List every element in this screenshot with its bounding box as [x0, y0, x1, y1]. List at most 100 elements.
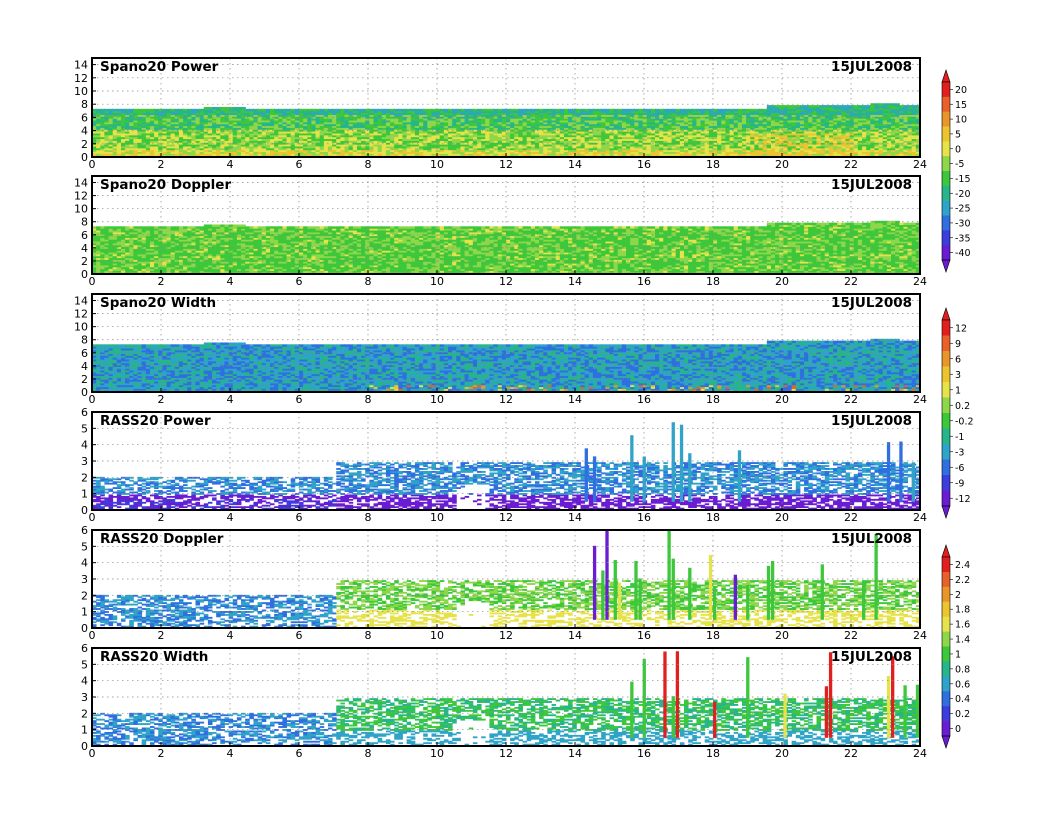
- x-tick-label: 12: [499, 275, 513, 288]
- x-tick-label: 22: [844, 275, 858, 288]
- x-tick-label: 4: [227, 747, 234, 760]
- colorbar-swatch: [942, 382, 950, 398]
- colorbar-swatch: [942, 691, 950, 706]
- y-tick-label: 5: [81, 540, 88, 553]
- colorbar-bottom-arrow: [942, 506, 950, 518]
- panel-date: 15JUL2008: [831, 59, 912, 75]
- y-tick-label: 6: [81, 229, 88, 242]
- y-tick-label: 1: [81, 488, 88, 501]
- x-tick-label: 14: [568, 511, 582, 524]
- colorbar-label: 3: [955, 370, 961, 381]
- colorbar-swatch: [942, 171, 950, 186]
- y-tick-label: 8: [81, 334, 88, 347]
- y-tick-label: 1: [81, 606, 88, 619]
- y-tick-label: 3: [81, 455, 88, 468]
- x-tick-label: 14: [568, 747, 582, 760]
- colorbar-swatch: [942, 230, 950, 245]
- x-tick-label: 24: [913, 393, 927, 406]
- y-tick-label: 6: [81, 642, 88, 655]
- x-tick-label: 16: [637, 511, 651, 524]
- panel-date: 15JUL2008: [831, 649, 912, 665]
- panel-date: 15JUL2008: [831, 531, 912, 547]
- x-tick-label: 2: [158, 158, 165, 171]
- panel-title: RASS20 Power: [100, 413, 211, 429]
- colorbar-label: 0.4: [955, 694, 970, 705]
- y-tick-label: 10: [74, 85, 88, 98]
- colorbar-swatch: [942, 444, 950, 460]
- x-tick-label: 4: [227, 158, 234, 171]
- x-tick-label: 14: [568, 393, 582, 406]
- colorbar-swatch: [942, 156, 950, 171]
- colorbar-label: 2.2: [955, 575, 970, 586]
- y-tick-label: 12: [74, 190, 88, 203]
- x-tick-label: 6: [296, 275, 303, 288]
- panel-title: Spano20 Power: [100, 59, 219, 75]
- y-tick-label: 2: [81, 138, 88, 151]
- y-tick-label: 6: [81, 524, 88, 537]
- panel-date: 15JUL2008: [831, 295, 912, 311]
- colorbar-swatch: [942, 429, 950, 445]
- x-tick-label: 22: [844, 393, 858, 406]
- x-tick-label: 4: [227, 511, 234, 524]
- x-tick-label: 10: [430, 158, 444, 171]
- x-tick-label: 0: [89, 629, 96, 642]
- colorbar-swatch: [942, 127, 950, 142]
- y-tick-label: 1: [81, 724, 88, 737]
- colorbar-label: 1: [955, 385, 961, 396]
- x-tick-label: 24: [913, 158, 927, 171]
- x-tick-label: 24: [913, 747, 927, 760]
- colorbar-swatch: [942, 661, 950, 676]
- x-tick-label: 4: [227, 275, 234, 288]
- x-tick-label: 8: [365, 393, 372, 406]
- colorbar-swatch: [942, 706, 950, 721]
- x-tick-label: 0: [89, 393, 96, 406]
- y-tick-label: 4: [81, 675, 88, 688]
- colorbar-swatch: [942, 367, 950, 383]
- colorbar-swatch: [942, 460, 950, 476]
- y-tick-label: 5: [81, 658, 88, 671]
- y-tick-label: 14: [74, 59, 88, 72]
- colorbar-top-arrow: [942, 545, 950, 557]
- panel-title: RASS20 Doppler: [100, 531, 224, 547]
- colorbar-label: 0.6: [955, 679, 970, 690]
- y-tick-label: 0: [81, 504, 88, 517]
- colorbar-swatch: [942, 112, 950, 127]
- colorbar-label: 0: [955, 144, 961, 155]
- colorbar-label: 0.2: [955, 709, 970, 720]
- x-tick-label: 10: [430, 747, 444, 760]
- y-tick-label: 0: [81, 268, 88, 281]
- colorbar-swatch: [942, 557, 950, 572]
- x-tick-label: 14: [568, 629, 582, 642]
- colorbar-swatch: [942, 351, 950, 367]
- x-tick-label: 18: [706, 629, 720, 642]
- x-tick-label: 6: [296, 158, 303, 171]
- colorbar-label: -15: [955, 174, 971, 185]
- colorbar-swatch: [942, 602, 950, 617]
- x-tick-label: 14: [568, 158, 582, 171]
- y-tick-label: 4: [81, 360, 88, 373]
- colorbar-swatch: [942, 475, 950, 491]
- x-tick-label: 16: [637, 747, 651, 760]
- colorbar-label: 6: [955, 354, 961, 365]
- x-tick-label: 24: [913, 511, 927, 524]
- colorbar-label: 2.4: [955, 560, 970, 571]
- x-tick-label: 20: [775, 275, 789, 288]
- colorbar-label: -30: [955, 218, 971, 229]
- x-tick-label: 22: [844, 511, 858, 524]
- panel-date: 15JUL2008: [831, 177, 912, 193]
- colorbar-label: -1: [955, 432, 964, 443]
- colorbar-label: -5: [955, 159, 964, 170]
- y-tick-label: 14: [74, 177, 88, 190]
- y-tick-label: 12: [74, 72, 88, 85]
- x-tick-label: 8: [365, 629, 372, 642]
- x-tick-label: 2: [158, 629, 165, 642]
- colorbar-label: -35: [955, 233, 971, 244]
- y-tick-label: 6: [81, 347, 88, 360]
- colorbar-swatch: [942, 97, 950, 112]
- x-tick-label: 6: [296, 393, 303, 406]
